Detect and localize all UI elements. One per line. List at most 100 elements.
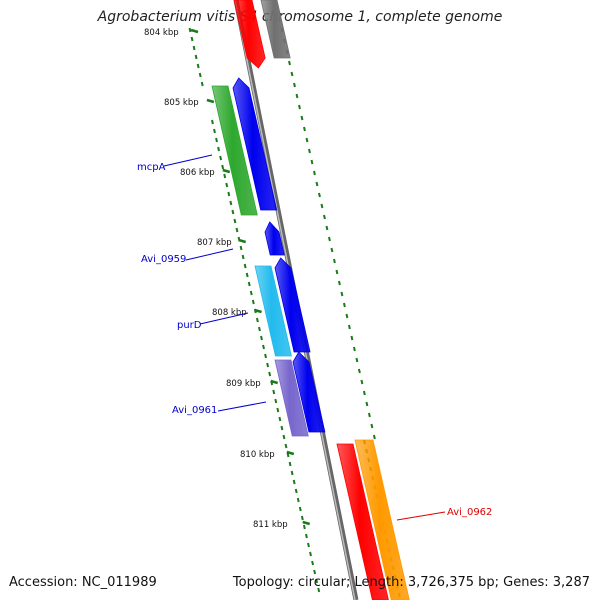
kbp-major-tick [206, 98, 215, 104]
outer-tick-dot [357, 368, 361, 374]
outer-tick-dot [338, 280, 341, 286]
kbp-label: 811 kbp [253, 520, 288, 530]
inner-tick-dot [192, 45, 196, 51]
inner-tick-dot [278, 416, 282, 422]
inner-tick-dot [198, 72, 202, 78]
inner-tick-dot [315, 578, 319, 584]
gene-avi0959 [264, 221, 285, 256]
outer-tick-dot [288, 60, 291, 66]
inner-tick-dot [268, 371, 272, 377]
inner-tick-dot [292, 479, 296, 485]
outer-tick-dot [362, 390, 366, 396]
gene-label-leader [199, 312, 249, 325]
topology-summary: Topology: circular; Length: 3,726,375 bp… [232, 575, 590, 590]
kbp-label: 805 kbp [164, 98, 199, 108]
gene-avi0962 [354, 439, 410, 600]
kbp-label: 808 kbp [212, 308, 247, 318]
inner-tick-dot [280, 425, 284, 431]
gene-blue-2 [274, 257, 311, 353]
outer-tick-dot [310, 159, 314, 165]
gene-label: Avi_0961 [172, 405, 217, 416]
outer-tick-dot [333, 258, 336, 264]
gene-blue-1 [232, 77, 278, 211]
outer-tick-dot [308, 148, 311, 154]
inner-tick-dot [286, 452, 290, 458]
inner-tick-dot [211, 119, 214, 125]
inner-tick-dot [300, 515, 304, 521]
gene-label: Avi_0959 [141, 254, 186, 265]
inner-tick-dot [255, 317, 259, 323]
outer-tick-dot [355, 357, 359, 363]
outer-tick-dot [315, 181, 319, 187]
outer-tick-dot [328, 236, 331, 242]
outer-tick-dot [335, 269, 339, 275]
inner-tick-dot [217, 146, 221, 152]
inner-tick-dot [215, 137, 218, 143]
outer-tick-dot [313, 170, 316, 176]
outer-tick-dot [300, 115, 304, 121]
gene-red-bottom [336, 443, 389, 600]
inner-tick-dot [258, 326, 261, 332]
gene-mcpA [211, 85, 258, 216]
inner-tick-dot [294, 488, 298, 494]
outer-tick-dot [293, 82, 296, 88]
outer-tick-dot [352, 346, 356, 352]
kbp-label: 807 kbp [197, 238, 232, 248]
outer-tick-dot [367, 412, 371, 418]
gene-label-leader [163, 154, 213, 167]
inner-tick-dot [213, 128, 216, 134]
inner-tick-dot [282, 434, 286, 440]
gene-grey-top [260, 0, 291, 59]
inner-tick-dot [194, 54, 198, 60]
inner-tick-dot [227, 191, 231, 197]
outer-tick-dot [325, 225, 329, 231]
kbp-label: 809 kbp [226, 379, 261, 389]
inner-tick-dot [223, 173, 227, 179]
kbp-major-tick [302, 520, 311, 526]
kbp-major-tick [238, 238, 247, 244]
inner-tick-dot [290, 470, 294, 476]
gene-label-leader [217, 401, 267, 412]
inner-tick-dot [233, 218, 237, 224]
inner-tick-dot [219, 155, 223, 161]
inner-tick-dot [272, 389, 276, 395]
inner-tick-dot [296, 497, 300, 503]
kbp-major-tick [270, 379, 279, 385]
inner-tick-dot [262, 344, 265, 350]
inner-tick-dot [196, 63, 200, 69]
outer-tick-dot [323, 214, 326, 220]
gene-blue-3 [292, 351, 326, 433]
kbp-major-tick [286, 450, 295, 456]
inner-tick-dot [247, 281, 251, 287]
inner-tick-dot [302, 524, 306, 530]
outer-tick-dot [365, 401, 369, 407]
inner-tick-dot [313, 569, 317, 575]
kbp-label: 806 kbp [180, 168, 215, 178]
outer-tick-dot [345, 313, 349, 319]
outer-tick-dot [298, 104, 301, 110]
inner-tick-dot [229, 200, 233, 206]
inner-tick-dot [309, 551, 312, 557]
kbp-label: 810 kbp [240, 450, 275, 460]
inner-tick-dot [298, 506, 302, 512]
inner-tick-dot [307, 542, 310, 548]
inner-tick-dot [235, 227, 239, 233]
inner-tick-dot [311, 560, 314, 566]
inner-tick-dot [225, 182, 229, 188]
inner-tick-dot [249, 290, 253, 296]
outer-tick-dot [372, 434, 376, 440]
inner-tick-dot [245, 272, 249, 278]
outer-tick-dot [295, 93, 299, 99]
gene-purD [254, 265, 292, 357]
gene-label: purD [177, 320, 202, 331]
outer-tick-dot [360, 379, 364, 385]
kbp-major-tick [254, 308, 262, 314]
inner-tick-dot [276, 407, 280, 413]
kbp-scale-labels: 804 kbp 805 kbp 806 kbp 807 kbp 808 kbp 809 k… [144, 28, 311, 530]
accession-text: Accession: NC_011989 [9, 575, 157, 590]
gene-avi0961 [274, 359, 309, 437]
outer-tick-dot [303, 126, 306, 132]
inner-tick-dot [317, 587, 321, 593]
outer-tick-dot [342, 302, 346, 308]
